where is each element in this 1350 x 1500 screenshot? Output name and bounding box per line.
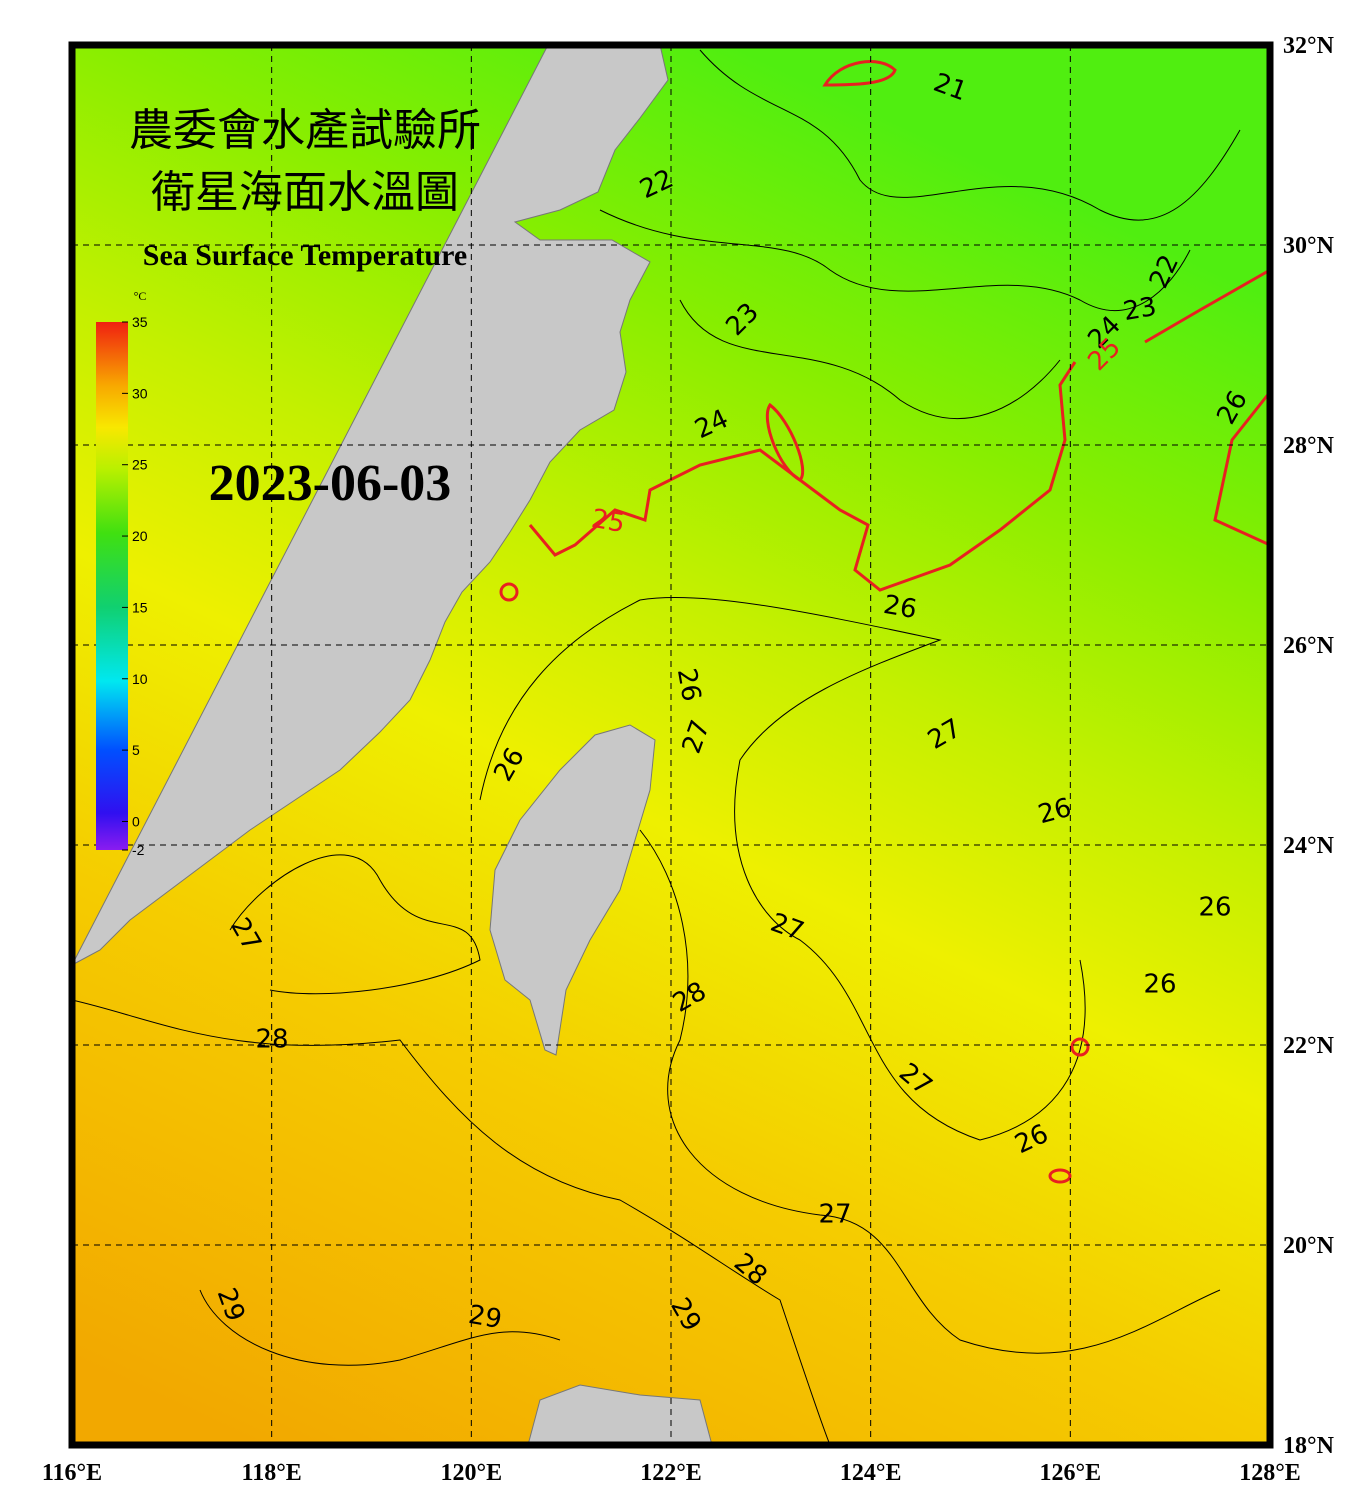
date: 2023-06-03 — [209, 455, 452, 512]
x-tick-label: 128°E — [1239, 1460, 1301, 1486]
title-zh: 衛星海面水溫圖 — [151, 168, 459, 217]
title-en: Sea Surface Temperature — [143, 239, 467, 272]
isotherm — [679, 299, 1061, 420]
x-tick-label: 126°E — [1040, 1460, 1102, 1486]
x-tick-label: 120°E — [441, 1460, 503, 1486]
isotherms — [72, 49, 1241, 1445]
colorbar-tick-label: 5 — [132, 742, 140, 758]
colorbar-tick-label: 0 — [132, 813, 140, 829]
axes: 116°E 118°E 120°E 122°E 124°E 126°E 128°E18°N 2… — [42, 33, 1335, 1486]
colorbar-tick-label: -2 — [132, 842, 145, 858]
isotherm — [822, 60, 897, 87]
isotherm-25 — [499, 60, 1270, 1184]
colorbar-tick-label: 20 — [132, 528, 148, 544]
contour-label: 26 — [881, 590, 919, 625]
isotherm — [699, 49, 1241, 221]
y-tick-label: 24°N — [1283, 833, 1335, 859]
contour-label: 25 — [589, 504, 627, 539]
colorbar-tick-label: 10 — [132, 671, 148, 687]
isotherm — [765, 402, 805, 482]
isotherm — [72, 999, 831, 1445]
colorbar — [96, 322, 128, 850]
isotherm — [1048, 1168, 1072, 1184]
isotherm — [639, 829, 1221, 1354]
contour-label: 23 — [1121, 292, 1159, 327]
isotherm — [599, 209, 1191, 311]
contour-label: 29 — [466, 1300, 504, 1335]
map-frame — [68, 41, 1274, 1449]
land-luzon — [527, 1384, 713, 1445]
y-tick-label: 26°N — [1283, 633, 1335, 659]
y-tick-label: 18°N — [1283, 1433, 1335, 1459]
isotherm — [528, 361, 1077, 592]
colorbar-unit: °C — [134, 289, 147, 303]
colorbar-tick-label: 35 — [132, 314, 148, 330]
contour-label: 26 — [1143, 970, 1176, 1000]
contour-label: 27 — [818, 1200, 851, 1230]
isotherm — [499, 582, 519, 602]
y-tick-label: 28°N — [1283, 433, 1335, 459]
contour-label: 26 — [1198, 893, 1231, 923]
x-tick-label: 122°E — [640, 1460, 702, 1486]
x-tick-label: 116°E — [42, 1460, 102, 1486]
isotherm — [1144, 268, 1270, 344]
x-tick-label: 124°E — [840, 1460, 902, 1486]
colorbar-tick-label: 15 — [132, 599, 148, 615]
isotherm — [229, 854, 481, 995]
y-tick-label: 30°N — [1283, 233, 1335, 259]
colorbar-tick-label: 25 — [132, 457, 148, 473]
y-tick-label: 32°N — [1283, 33, 1335, 59]
isotherm — [479, 596, 1086, 1141]
title-zh: 農委會水產試驗所 — [129, 106, 481, 155]
isotherm — [1213, 391, 1270, 547]
land-taiwan — [489, 724, 656, 1056]
y-tick-label: 20°N — [1283, 1233, 1335, 1259]
contour-label: 26 — [671, 666, 706, 704]
x-tick-label: 118°E — [242, 1460, 302, 1486]
y-tick-label: 22°N — [1283, 1033, 1335, 1059]
isotherm — [1070, 1037, 1090, 1057]
colorbar-tick-label: 30 — [132, 385, 148, 401]
isotherm — [199, 1289, 561, 1366]
grid — [72, 45, 1270, 1445]
contour-label: 28 — [255, 1025, 288, 1055]
